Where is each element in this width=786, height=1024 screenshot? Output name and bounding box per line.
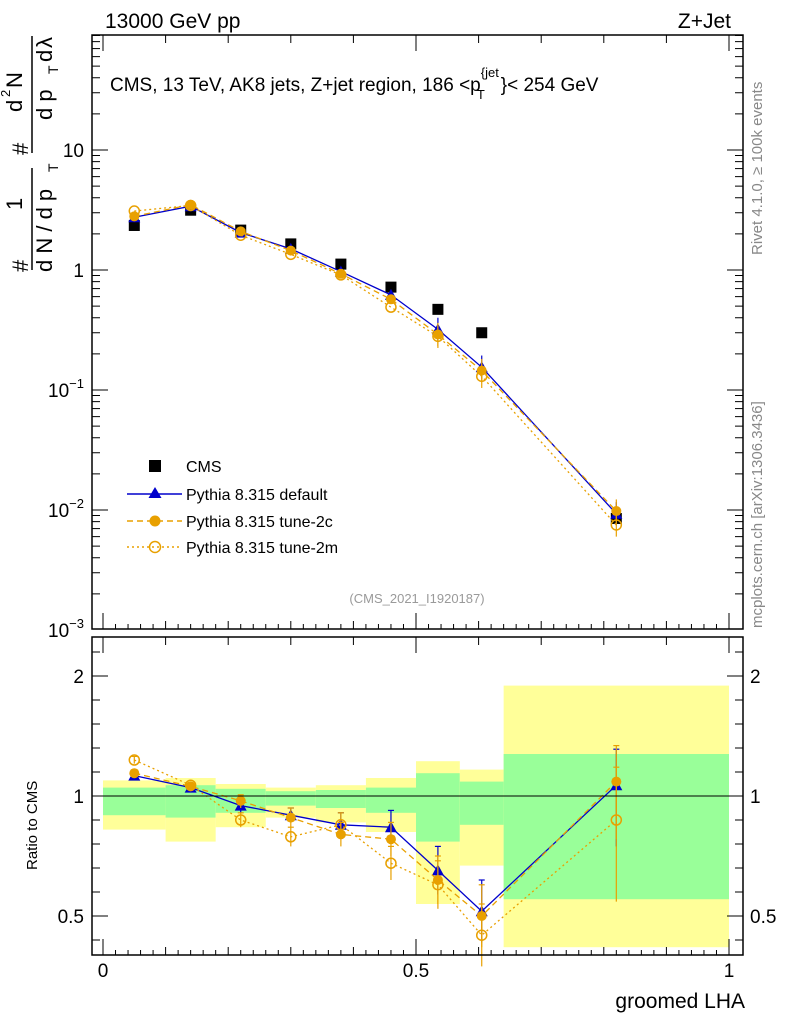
y-tick-label-1: 1 <box>73 261 84 282</box>
legend-entry-cms: CMS <box>149 459 222 476</box>
x-tick-label-0: 0 <box>98 961 109 982</box>
cms-point-0 <box>128 219 140 231</box>
y-label-2: 2 <box>0 90 13 97</box>
ratio-band-green-0 <box>103 787 166 816</box>
analysis-label: (CMS_2021_I1920187) <box>349 591 484 606</box>
y-label-N: N <box>2 72 27 88</box>
ratio-band-green-3 <box>265 791 316 806</box>
ratio-point-tune2m-7 <box>475 929 488 941</box>
ratio-point-tune2m-5 <box>385 857 397 869</box>
main-point-tune2m-1 <box>184 199 197 212</box>
energy-label: 13000 GeV pp <box>105 10 240 33</box>
ratio-point-tune2m-1 <box>184 779 197 791</box>
main-point-tune2m-5 <box>385 301 397 313</box>
mcplots-label: mcplots.cern.ch [arXiv:1306.3436] <box>749 401 766 628</box>
main-line-tune2m <box>134 204 617 526</box>
main-point-tune2m-8 <box>610 519 623 531</box>
cms-point-4 <box>335 258 347 270</box>
legend-entry-tune2m: Pythia 8.315 tune-2m <box>127 540 338 557</box>
ratio-y-label: Ratio to CMS <box>24 781 41 870</box>
legend-label-tune2m: Pythia 8.315 tune-2m <box>186 540 338 557</box>
ratio-point-tune2c-3 <box>285 812 296 823</box>
main-point-tune2m-0 <box>128 205 141 217</box>
y-label-T1: T <box>45 163 61 172</box>
ratio-point-tune2m-2 <box>234 814 247 826</box>
legend-label-default: Pythia 8.315 default <box>186 487 328 504</box>
legend-label-tune2c: Pythia 8.315 tune-2c <box>186 514 333 531</box>
main-point-tune2m-6 <box>432 330 444 343</box>
y-label-dndpt: d N / d p <box>32 189 57 272</box>
ratio-point-tune2m-3 <box>285 831 297 843</box>
y-label-dlambda-d: d <box>32 50 57 62</box>
ratio-tick-label-left-0: 2 <box>73 667 84 688</box>
chart-title: CMS, 13 TeV, AK8 jets, Z+jet region, 186… <box>110 65 599 102</box>
main-point-tune2m-2 <box>234 229 247 241</box>
cms-point-5 <box>385 281 397 293</box>
legend: CMS Pythia 8.315 default Pythia 8.315 tu… <box>127 459 338 557</box>
legend-marker-tune2m <box>148 540 162 554</box>
legend-marker-tune2c <box>149 515 161 527</box>
ratio-point-tune2c-0 <box>129 768 140 779</box>
process-label: Z+Jet <box>678 10 731 33</box>
ratio-uncertainty-bands <box>103 685 729 948</box>
ratio-point-tune2m-4 <box>335 819 347 831</box>
legend-entry-default: Pythia 8.315 default <box>127 487 328 504</box>
main-point-tune2c-1 <box>185 199 196 210</box>
ratio-band-green-7 <box>459 781 504 825</box>
main-point-tune2m-3 <box>285 248 297 261</box>
ratio-point-tune2c-5 <box>385 834 396 845</box>
axis-ticks: 10 1 10−1 10−2 10−3 0 0.5 1 2 2 1 1 0.5 0.5 <box>48 34 776 982</box>
legend-entry-tune2c: Pythia 8.315 tune-2c <box>127 514 333 531</box>
ratio-series-group <box>128 744 623 967</box>
y-tick-label-4: 10−3 <box>48 616 84 642</box>
ratio-tick-label-left-2: 0.5 <box>58 907 84 928</box>
ratio-point-tune2c-2 <box>235 795 246 806</box>
y-tick-label-3: 10−2 <box>48 496 84 522</box>
main-point-tune2c-5 <box>385 294 396 305</box>
main-plot-frame <box>91 34 744 630</box>
ratio-band-green-6 <box>416 773 460 842</box>
rivet-label: Rivet 4.1.0, ≥ 100k events <box>749 82 766 255</box>
y-tick-label-0: 10 <box>63 141 84 162</box>
x-axis-label: groomed LHA <box>615 990 745 1013</box>
ratio-tick-label-right-0: 2 <box>750 667 761 688</box>
y-label-hash: # <box>8 259 33 272</box>
main-point-tune2c-8 <box>611 506 622 517</box>
y-label-d: d <box>2 100 27 112</box>
y-tick-label-2: 10−1 <box>48 376 84 402</box>
y-label-dpt: d p <box>32 89 57 120</box>
x-tick-label-2: 1 <box>724 961 735 982</box>
ratio-band-green-4 <box>315 790 366 808</box>
cms-point-6 <box>432 303 444 315</box>
y-label-one: 1 <box>2 198 27 210</box>
legend-label-cms: CMS <box>186 459 222 476</box>
legend-marker-cms <box>149 460 161 472</box>
ratio-line-tune2m <box>134 759 617 937</box>
y-label-hash-2: # <box>8 142 33 155</box>
main-point-tune2m-7 <box>475 370 488 383</box>
cms-point-7 <box>476 327 488 339</box>
ratio-point-tune2m-6 <box>432 879 444 891</box>
ratio-band-green-5 <box>365 787 416 813</box>
y-label-lambda: λ <box>32 37 57 48</box>
ratio-tick-label-right-1: 1 <box>750 787 761 808</box>
main-point-tune2c-2 <box>235 226 246 237</box>
ratio-tick-label-right-2: 0.5 <box>750 907 776 928</box>
ratio-point-tune2m-0 <box>128 754 141 766</box>
legend-marker-default <box>148 487 162 498</box>
x-tick-label-1: 0.5 <box>403 961 429 982</box>
y-label-T2: T <box>45 65 61 74</box>
ratio-tick-label-left-1: 1 <box>73 787 84 808</box>
main-point-tune2m-4 <box>335 269 347 281</box>
ratio-point-tune2m-8 <box>610 814 623 826</box>
y-axis-label: # 1 d N / d p T # d 2 N d p T d λ <box>0 36 61 272</box>
main-series-group <box>128 199 623 537</box>
